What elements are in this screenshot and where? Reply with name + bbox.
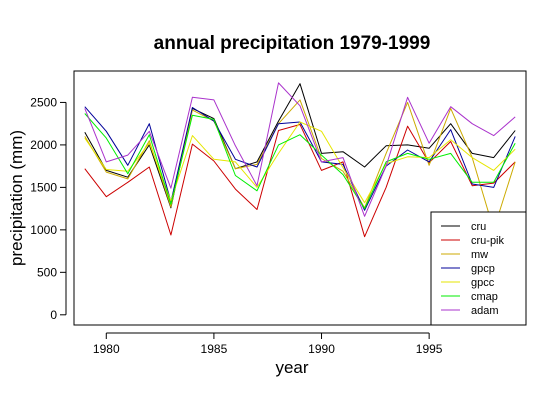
y-tick-label: 2500 (30, 95, 57, 109)
legend-label-gpcc: gpcc (471, 277, 495, 289)
legend-label-cmap: cmap (471, 291, 498, 303)
series-line-cru (84, 83, 516, 209)
chart-title: annual precipitation 1979-1999 (154, 33, 431, 54)
series-line-gpcc (84, 121, 516, 204)
series-lines (84, 82, 516, 238)
series-line-mw (84, 99, 516, 231)
series-line-cmap (84, 113, 516, 210)
legend-label-gpcp: gpcp (471, 263, 495, 275)
y-tick-label: 0 (50, 308, 57, 322)
legend-label-mw: mw (471, 249, 488, 261)
series-line-adam (84, 82, 516, 217)
y-tick-label: 500 (37, 265, 57, 279)
y-axis: 0 500 1000 1500 2000 2500 (30, 95, 67, 322)
y-tick-label: 1500 (30, 180, 57, 194)
x-tick-label: 1990 (308, 342, 335, 356)
legend-label-cru: cru (471, 221, 486, 233)
y-tick-label: 1000 (30, 223, 57, 237)
x-axis: 1980 1985 1990 1995 (93, 332, 443, 356)
y-axis-label: precipitation (mm) (7, 130, 26, 266)
legend-label-cru-pik: cru-pik (471, 235, 505, 247)
x-tick-label: 1985 (201, 342, 228, 356)
x-tick-label: 1995 (416, 342, 443, 356)
series-line-cru-pik (84, 124, 516, 238)
legend: cru cru-pik mw gpcp gpcc cmap adam (430, 211, 527, 326)
x-axis-label: year (275, 358, 308, 377)
plot-frame (73, 70, 527, 326)
legend-label-adam: adam (471, 305, 499, 317)
x-tick-label: 1980 (93, 342, 120, 356)
y-tick-label: 2000 (30, 138, 57, 152)
